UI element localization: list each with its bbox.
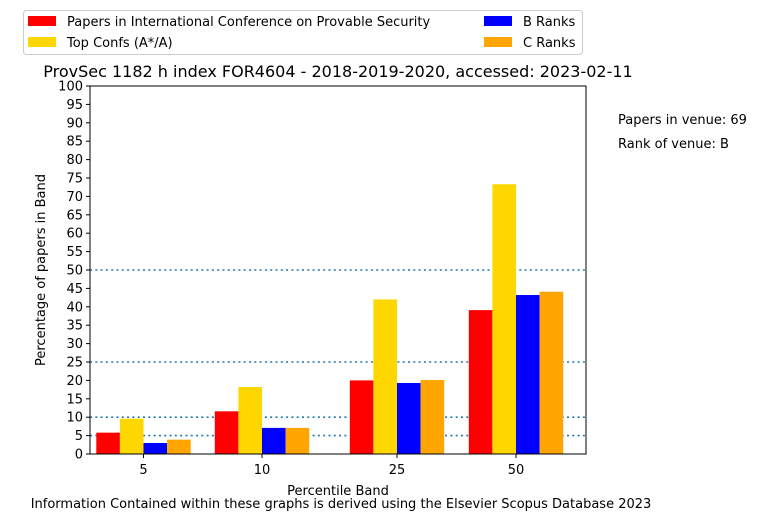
y-tick-label: 0: [75, 448, 83, 463]
x-tick-label: 25: [389, 463, 406, 478]
y-tick-label: 5: [75, 429, 83, 444]
y-tick-label: 30: [66, 337, 83, 352]
legend-label: Top Confs (A*/A): [66, 36, 173, 51]
bar-1-50: [468, 310, 493, 454]
x-axis-label: Percentile Band: [287, 484, 389, 499]
bar-3-50: [516, 295, 540, 454]
bar-2-50: [492, 184, 516, 455]
x-tick-label: 10: [254, 463, 271, 478]
legend-label: C Ranks: [523, 36, 576, 51]
legend-label: B Ranks: [523, 15, 576, 30]
bar-2-5: [119, 418, 144, 454]
y-tick-label: 85: [66, 135, 83, 150]
y-tick-label: 70: [66, 190, 83, 205]
papers-in-venue-annotation: Papers in venue: 69: [618, 113, 747, 128]
bar-4-25: [420, 380, 445, 454]
y-tick-label: 65: [66, 208, 83, 223]
legend-swatch: [484, 37, 512, 47]
y-tick-label: 90: [66, 116, 83, 131]
y-tick-label: 20: [66, 374, 83, 389]
y-tick-label: 35: [66, 319, 83, 334]
bar-1-10: [214, 411, 239, 454]
y-tick-label: 15: [66, 392, 83, 407]
bar-3-5: [143, 442, 168, 454]
legend-swatch: [28, 16, 56, 26]
footer-source-note: Information Contained within these graph…: [31, 497, 652, 512]
x-tick-label: 5: [139, 463, 147, 478]
legend-swatch: [28, 37, 56, 47]
bar-2-25: [373, 299, 397, 454]
y-tick-label: 25: [66, 356, 83, 371]
bar-4-50: [539, 291, 564, 454]
legend-box: [23, 10, 583, 55]
rank-of-venue-annotation: Rank of venue: B: [618, 137, 729, 152]
bar-4-10: [285, 427, 310, 454]
chart-title: ProvSec 1182 h index FOR4604 - 2018-2019…: [43, 62, 632, 81]
x-tick-label: 50: [508, 463, 525, 478]
plot-area: 0 5 10 15 20 25 30 35 40 45 50 55 60 65 70 75 80 85 90 95 10…: [58, 80, 587, 478]
bar-3-10: [262, 427, 286, 454]
y-tick-label: 75: [66, 172, 83, 187]
y-tick-label: 55: [66, 245, 83, 260]
y-tick-label: 80: [66, 153, 83, 168]
y-tick-label: 40: [66, 300, 83, 315]
bar-3-25: [397, 382, 421, 454]
y-tick-label: 50: [66, 264, 83, 279]
legend: Papers in International Conference on Pr…: [23, 10, 583, 55]
y-tick-label: 95: [66, 98, 83, 113]
bar-1-5: [96, 432, 120, 454]
bar-4-5: [167, 439, 191, 454]
legend-label: Papers in International Conference on Pr…: [67, 15, 431, 30]
legend-swatch: [484, 16, 512, 26]
y-axis-label: Percentage of papers in Band: [34, 174, 49, 366]
y-tick-label: 45: [66, 282, 83, 297]
bar-2-10: [238, 387, 262, 454]
bar-1-25: [349, 380, 374, 454]
y-tick-label: 10: [66, 411, 83, 426]
y-tick-label: 60: [66, 227, 83, 242]
y-tick-label: 100: [58, 80, 83, 95]
